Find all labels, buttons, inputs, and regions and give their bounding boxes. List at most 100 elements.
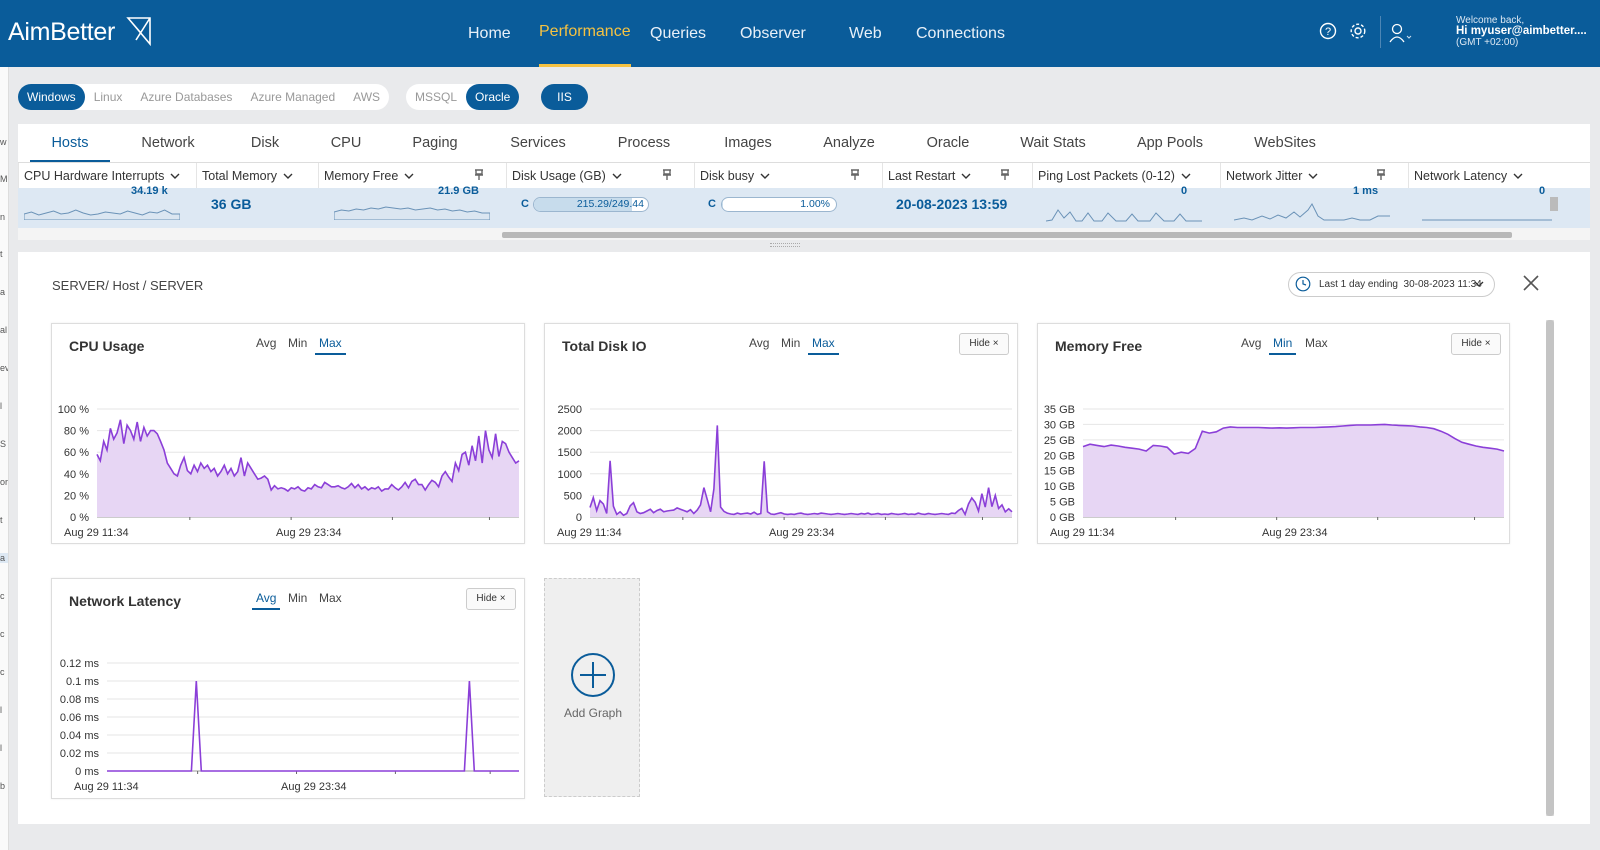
date-range-picker[interactable]: Last 1 day ending 30-08-2023 11:34 xyxy=(1288,272,1495,297)
nav-performance[interactable]: Performance xyxy=(539,0,631,67)
tab-services[interactable]: Services xyxy=(510,135,566,151)
filter-oracle[interactable]: Oracle xyxy=(466,84,520,110)
col-disk-busy[interactable]: Disk busy xyxy=(694,163,882,189)
chart-title: Total Disk IO xyxy=(562,338,647,354)
table-row[interactable]: 34.19 k 36 GB 21.9 GB C 215.29/249.44 C … xyxy=(18,185,1590,228)
chevron-down-icon[interactable] xyxy=(760,172,770,180)
disk-usage-bar: 215.29/249.44 xyxy=(533,197,649,212)
tab-disk[interactable]: Disk xyxy=(250,135,280,151)
add-graph-button[interactable]: Add Graph xyxy=(544,578,640,797)
scrollbar-thumb[interactable] xyxy=(1546,320,1554,816)
agg-max-button[interactable]: Max xyxy=(808,336,839,355)
col-ping-lost-packets-0-12[interactable]: Ping Lost Packets (0-12) xyxy=(1032,163,1220,189)
nav-observer[interactable]: Observer xyxy=(740,0,806,67)
filter-linux[interactable]: Linux xyxy=(93,90,123,104)
scrollbar-thumb[interactable] xyxy=(502,232,1512,238)
agg-avg-button[interactable]: Avg xyxy=(256,336,277,350)
col-label: Disk busy xyxy=(700,169,755,183)
iis-filter-button[interactable]: IIS xyxy=(541,84,588,110)
logo-text: AimBetter xyxy=(8,18,116,46)
pin-icon[interactable] xyxy=(1000,169,1010,181)
help-icon[interactable]: ? xyxy=(1319,22,1337,40)
memory-free-value: 21.9 GB xyxy=(438,185,479,197)
agg-avg-button[interactable]: Avg xyxy=(252,591,281,610)
pin-icon[interactable] xyxy=(474,169,484,181)
filter-azure-managed[interactable]: Azure Managed xyxy=(250,90,336,104)
pin-icon[interactable] xyxy=(1376,169,1386,181)
agg-min-button[interactable]: Min xyxy=(1269,336,1297,355)
x-tick-label: Aug 29 23:34 xyxy=(769,527,834,539)
col-label: CPU Hardware Interrupts xyxy=(24,169,165,183)
col-cpu-hardware-interrupts[interactable]: CPU Hardware Interrupts xyxy=(18,163,196,189)
app-logo[interactable]: AimBetter xyxy=(8,17,151,47)
tab-cpu[interactable]: CPU xyxy=(330,135,362,151)
agg-max-button[interactable]: Max xyxy=(1305,336,1328,350)
y-tick-label: 100 % xyxy=(58,404,89,416)
col-last-restart[interactable]: Last Restart xyxy=(882,163,1032,189)
filter-mssql[interactable]: MSSQL xyxy=(415,90,458,104)
pin-icon[interactable] xyxy=(662,169,672,181)
filter-aws[interactable]: AWS xyxy=(353,90,381,104)
user-avatar-icon[interactable] xyxy=(1389,23,1413,43)
agg-avg-button[interactable]: Avg xyxy=(749,336,770,350)
col-network-jitter[interactable]: Network Jitter xyxy=(1220,163,1408,189)
close-panel-icon[interactable] xyxy=(1522,274,1540,292)
chevron-down-icon[interactable] xyxy=(1513,172,1523,180)
col-disk-usage-gb[interactable]: Disk Usage (GB) xyxy=(506,163,694,189)
tab-network[interactable]: Network xyxy=(141,135,195,151)
nav-web[interactable]: Web xyxy=(849,0,882,67)
hide-chart-button[interactable]: Hide × xyxy=(959,333,1009,355)
resize-handle[interactable] xyxy=(770,243,800,247)
chevron-down-icon[interactable] xyxy=(961,172,971,180)
agg-max-button[interactable]: Max xyxy=(315,336,346,355)
panel-vertical-scrollbar[interactable] xyxy=(1546,320,1554,816)
nav-queries[interactable]: Queries xyxy=(650,0,706,67)
col-memory-free[interactable]: Memory Free xyxy=(318,163,506,189)
agg-max-button[interactable]: Max xyxy=(319,591,342,605)
tab-wait-stats[interactable]: Wait Stats xyxy=(1020,135,1086,151)
series-line xyxy=(96,419,520,493)
tab-images[interactable]: Images xyxy=(724,135,772,151)
chevron-down-icon[interactable] xyxy=(612,172,622,180)
tab-hosts[interactable]: Hosts xyxy=(30,124,110,162)
agg-avg-button[interactable]: Avg xyxy=(1241,336,1262,350)
tab-oracle[interactable]: Oracle xyxy=(926,135,970,151)
iis-label: IIS xyxy=(557,90,572,104)
user-welcome[interactable]: Welcome back, Hi myuser@aimbetter.... (G… xyxy=(1456,15,1596,48)
chevron-down-icon[interactable] xyxy=(404,172,414,180)
chevron-down-icon[interactable] xyxy=(1181,172,1191,180)
agg-min-button[interactable]: Min xyxy=(288,336,308,350)
hide-label: Hide xyxy=(969,338,990,349)
col-network-latency[interactable]: Network Latency xyxy=(1408,163,1590,189)
y-tick-label: 0.06 ms xyxy=(60,712,100,724)
chart-title: CPU Usage xyxy=(69,338,145,354)
tab-app-pools[interactable]: App Pools xyxy=(1136,135,1204,151)
filter-windows[interactable]: Windows xyxy=(18,84,85,110)
filter-azure-databases[interactable]: Azure Databases xyxy=(140,90,233,104)
x-tick-label: Aug 29 11:34 xyxy=(557,527,622,539)
tab-process[interactable]: Process xyxy=(617,135,671,151)
pin-icon[interactable] xyxy=(850,169,860,181)
hide-chart-button[interactable]: Hide × xyxy=(1451,333,1501,355)
tab-paging[interactable]: Paging xyxy=(412,135,458,151)
table-horizontal-scrollbar[interactable] xyxy=(18,228,1590,240)
y-tick-label: 0.02 ms xyxy=(60,748,100,760)
nav-label: Home xyxy=(468,24,511,42)
agg-min-button[interactable]: Min xyxy=(781,336,801,350)
y-tick-label: 2000 xyxy=(558,426,582,438)
col-total-memory[interactable]: Total Memory xyxy=(196,163,318,189)
chevron-down-icon[interactable] xyxy=(1308,172,1318,180)
tab-websites[interactable]: WebSites xyxy=(1254,135,1316,151)
nav-connections[interactable]: Connections xyxy=(916,0,1005,67)
nav-home[interactable]: Home xyxy=(468,0,511,67)
chevron-down-icon[interactable] xyxy=(283,172,293,180)
settings-gear-icon[interactable] xyxy=(1349,22,1367,40)
chevron-down-icon[interactable] xyxy=(170,172,180,180)
agg-min-button[interactable]: Min xyxy=(288,591,308,605)
tab-analyze[interactable]: Analyze xyxy=(823,135,875,151)
y-tick-label: 0 ms xyxy=(75,766,99,778)
hide-chart-button[interactable]: Hide × xyxy=(466,588,516,610)
range-label: Last 1 day ending xyxy=(1319,279,1398,290)
row-scrollbar-thumb[interactable] xyxy=(1550,197,1558,211)
